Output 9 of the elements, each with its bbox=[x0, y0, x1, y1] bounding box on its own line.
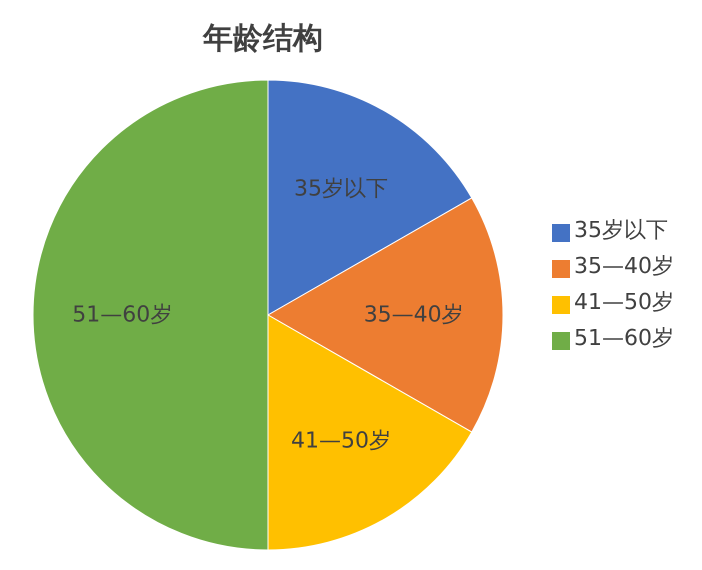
slice-label: 51—60岁 bbox=[72, 302, 172, 328]
legend-label: 35岁以下 bbox=[574, 218, 668, 243]
legend-label: 51—60岁 bbox=[574, 326, 674, 351]
slice-label: 41—50岁 bbox=[290, 428, 391, 454]
slice-label: 35—40岁 bbox=[364, 302, 464, 328]
chart-title: 年龄结构 bbox=[202, 20, 324, 58]
slice-label: 35岁以下 bbox=[294, 176, 388, 202]
legend-label: 41—50岁 bbox=[574, 290, 674, 315]
legend-label: 35—40岁 bbox=[574, 254, 674, 279]
